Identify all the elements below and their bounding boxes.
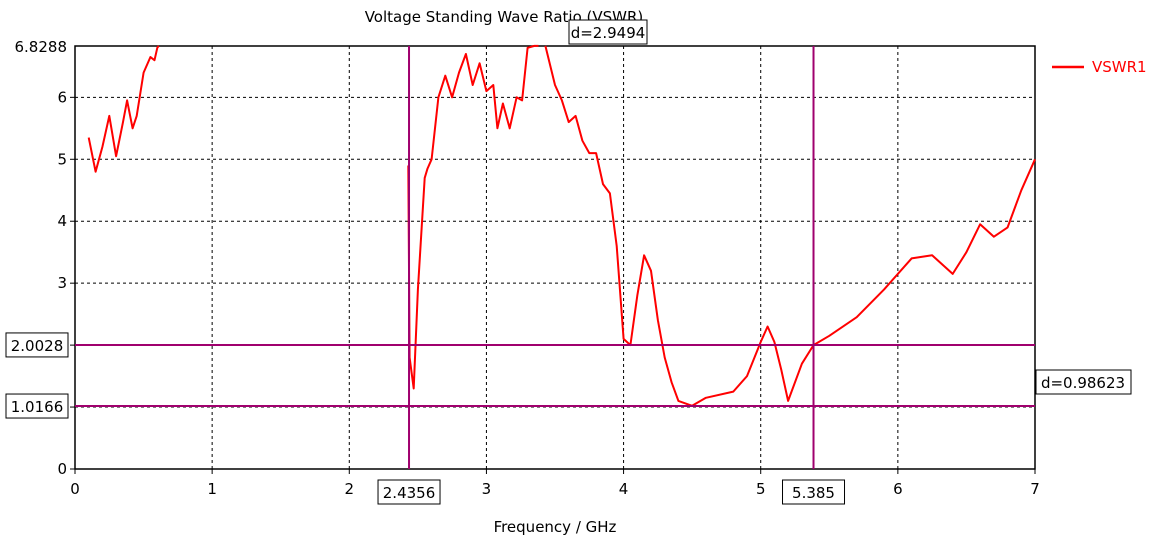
x-tick-label: 5 [756, 480, 766, 498]
y-tick-label: 4 [57, 212, 67, 230]
x-axis-label: Frequency / GHz [494, 518, 617, 536]
plot-area [74, 45, 1036, 470]
x-tick-label: 3 [482, 480, 492, 498]
x-tick-label: 4 [619, 480, 629, 498]
legend-label: VSWR1 [1092, 58, 1147, 76]
x-tick-label: 1 [207, 480, 217, 498]
x-tick-label: 0 [70, 480, 80, 498]
marker-label-box-h [5, 332, 69, 358]
y-tick-label: 5 [57, 150, 67, 168]
y-tick-label: 3 [57, 274, 67, 292]
delta-label-top: d=2.9494 [571, 24, 646, 42]
marker-label-v: 2.4356 [383, 484, 436, 502]
y-tick-label: 0 [57, 460, 67, 478]
marker-label-box-v [377, 479, 441, 505]
x-tick-label: 2 [345, 480, 355, 498]
x-tick-label: 6 [893, 480, 903, 498]
series-group [87, 44, 1036, 407]
marker-label-box-v [782, 479, 846, 505]
delta-label-right: d=0.98623 [1041, 374, 1125, 392]
y-tick-label: 6 [57, 88, 67, 106]
series-line-1 [87, 45, 160, 173]
marker-label-h: 1.0166 [11, 398, 64, 416]
marker-label-h: 2.0028 [11, 337, 64, 355]
series-line-3 [544, 45, 1036, 407]
marker-label-v: 5.385 [792, 484, 835, 502]
x-tick-label: 7 [1030, 480, 1040, 498]
delta-label-box-right [1035, 369, 1132, 395]
delta-label-box-top [568, 19, 648, 45]
marker-label-box-h [5, 393, 69, 419]
marker-group: 2.0028 1.0166 2.4356 5.385 [5, 46, 1035, 505]
y-tick-label-top: 6.8288 [15, 38, 68, 56]
x-axis: 0 1 2 3 4 5 6 7 [70, 469, 1040, 498]
series-line-2 [407, 44, 539, 390]
